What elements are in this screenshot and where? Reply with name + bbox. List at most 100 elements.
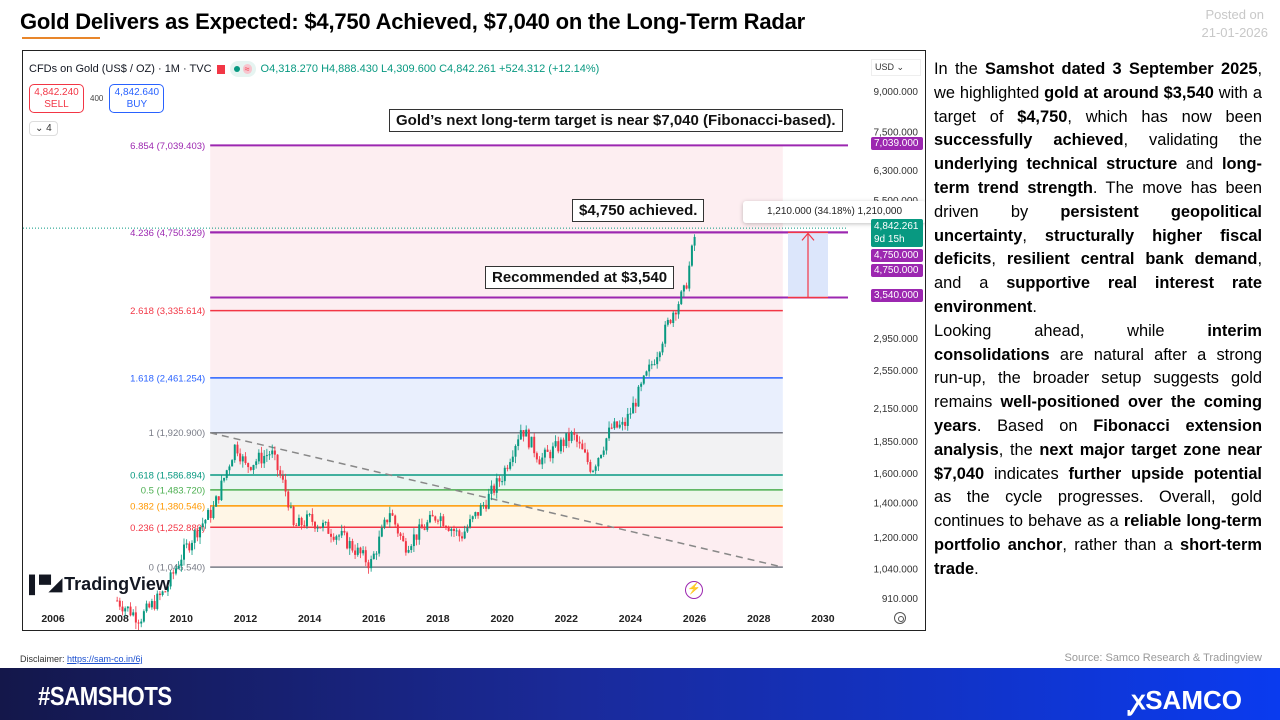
symbol-label[interactable]: CFDs on Gold (US$ / OZ) · 1M · TVC bbox=[29, 63, 212, 75]
candle bbox=[132, 612, 135, 616]
measurement-label: 1,210.000 (34.18%) 1,210,000 bbox=[743, 201, 925, 223]
flag-icon[interactable] bbox=[216, 64, 225, 74]
sell-button[interactable]: 4,842.240 SELL bbox=[29, 84, 84, 113]
market-status[interactable]: ≈ bbox=[229, 61, 256, 77]
chart-panel[interactable]: 9,000.0007,500.0006,300.0005,500.0002,95… bbox=[22, 50, 926, 631]
lightning-icon[interactable]: ⚡ bbox=[685, 581, 703, 599]
candle bbox=[327, 521, 330, 534]
candle bbox=[116, 600, 119, 602]
price-chart[interactable]: 9,000.0007,500.0006,300.0005,500.0002,95… bbox=[23, 51, 926, 631]
candle bbox=[166, 586, 169, 592]
candle bbox=[493, 485, 496, 493]
chart-header: CFDs on Gold (US$ / OZ) · 1M · TVC ≈ O4,… bbox=[29, 61, 599, 77]
x-tick-label: 2030 bbox=[811, 613, 835, 625]
candle bbox=[402, 535, 405, 542]
candle bbox=[575, 434, 578, 442]
candle bbox=[674, 312, 677, 315]
candle bbox=[546, 449, 549, 452]
candle bbox=[592, 470, 595, 472]
candle bbox=[372, 553, 375, 560]
highlight-text: Fibonacci extension analysis bbox=[934, 416, 1262, 459]
candle bbox=[583, 449, 586, 453]
candle bbox=[223, 477, 226, 481]
body-text-run: , the bbox=[998, 440, 1040, 459]
candle bbox=[586, 452, 589, 463]
candle bbox=[340, 530, 343, 536]
settings-icon[interactable] bbox=[894, 612, 906, 624]
annotation-recommended[interactable]: Recommended at $3,540 bbox=[485, 266, 675, 289]
candle bbox=[621, 421, 624, 425]
samco-wordmark: SAMCO bbox=[1145, 685, 1242, 715]
candle bbox=[137, 622, 140, 624]
disclaimer-link[interactable]: https://sam-co.in/6j bbox=[67, 654, 143, 664]
candle bbox=[594, 466, 597, 471]
candle bbox=[693, 236, 696, 246]
candle bbox=[653, 364, 656, 366]
candle bbox=[477, 512, 480, 516]
candle bbox=[581, 443, 584, 450]
highlight-text: long-term trend strength bbox=[934, 155, 1262, 197]
y-tick-label: 1,040.000 bbox=[874, 565, 919, 576]
y-tick-label: 1,200.000 bbox=[874, 533, 919, 544]
highlight-text: successfully achieved bbox=[934, 131, 1124, 150]
candle bbox=[359, 547, 362, 554]
candle bbox=[201, 523, 204, 528]
candle bbox=[412, 534, 415, 547]
y-tick-label: 6,300.000 bbox=[874, 166, 919, 177]
candle bbox=[215, 496, 218, 507]
candle bbox=[297, 517, 300, 526]
candle bbox=[332, 536, 335, 540]
candle bbox=[474, 512, 477, 517]
body-text-run: Looking ahead, while bbox=[934, 321, 1208, 340]
annotation-target[interactable]: Gold’s next long-term target is near $7,… bbox=[389, 109, 843, 132]
candle bbox=[672, 312, 675, 324]
buy-button[interactable]: 4,842.640 BUY bbox=[109, 84, 165, 113]
candle bbox=[148, 603, 151, 608]
body-text-run: , we highlighted bbox=[934, 60, 1262, 102]
candle bbox=[220, 480, 223, 501]
currency-select[interactable]: USD ⌄ bbox=[871, 59, 921, 76]
candle bbox=[239, 453, 242, 462]
candle bbox=[263, 455, 266, 464]
candle bbox=[252, 464, 255, 470]
x-tick-label: 2020 bbox=[490, 613, 514, 625]
last-price: 4,842.261 bbox=[874, 221, 919, 232]
body-text-run: with a target of bbox=[934, 83, 1262, 126]
candle bbox=[134, 612, 137, 623]
candle bbox=[217, 496, 220, 501]
candle bbox=[428, 514, 431, 523]
highlight-text: short-term trade bbox=[934, 535, 1262, 578]
candle bbox=[300, 517, 303, 526]
highlight-text: interim consolidations bbox=[934, 321, 1262, 364]
candle bbox=[209, 509, 212, 518]
fib-label: 2.618 (3,335.614) bbox=[130, 306, 205, 317]
candle bbox=[391, 513, 394, 516]
candle bbox=[600, 454, 603, 458]
body-text-run: as the cycle progresses. Overall, gold c… bbox=[934, 488, 1262, 531]
candle bbox=[640, 383, 643, 387]
y-tick-label: 2,150.000 bbox=[874, 404, 919, 415]
title-underline bbox=[22, 37, 100, 39]
fib-label: 0.382 (1,380.546) bbox=[130, 501, 205, 512]
highlight-text: well-positioned over the coming years bbox=[934, 393, 1262, 435]
candle bbox=[212, 506, 215, 518]
candle bbox=[292, 506, 295, 526]
candle bbox=[482, 504, 485, 506]
candle bbox=[204, 519, 207, 524]
candle bbox=[247, 463, 250, 468]
x-tick-label: 2024 bbox=[619, 613, 643, 625]
indicators-toggle[interactable]: ⌄ 4 bbox=[29, 121, 58, 136]
annotation-achieved[interactable]: $4,750 achieved. bbox=[572, 199, 705, 222]
candle bbox=[431, 514, 434, 517]
candle bbox=[618, 424, 621, 428]
candle bbox=[364, 550, 367, 563]
candle bbox=[284, 479, 287, 492]
candle bbox=[140, 621, 143, 624]
body-text-run: and bbox=[1177, 155, 1222, 174]
candle bbox=[543, 449, 546, 458]
candle bbox=[126, 606, 129, 609]
candle bbox=[180, 559, 183, 567]
fib-label: 1.618 (2,461.254) bbox=[130, 373, 205, 384]
candle bbox=[535, 453, 538, 460]
candle bbox=[485, 504, 488, 509]
